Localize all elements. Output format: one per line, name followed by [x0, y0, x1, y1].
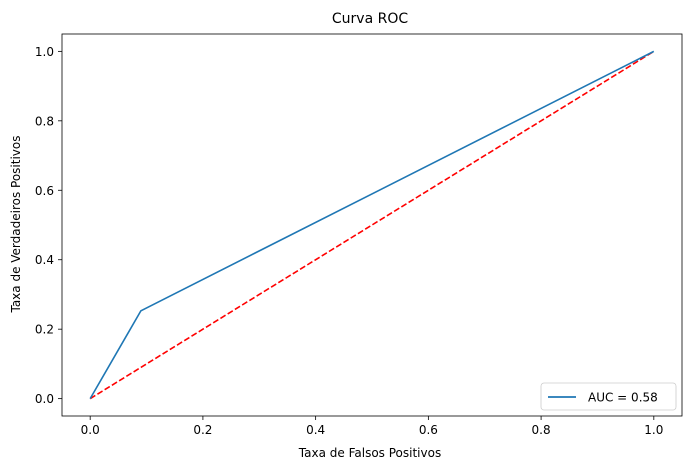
- x-tick-label: 0.4: [306, 423, 325, 437]
- x-tick-label: 0.6: [419, 423, 438, 437]
- y-tick-label: 0.4: [35, 253, 54, 267]
- series-layer: [89, 50, 655, 400]
- x-tick-label: 0.8: [532, 423, 551, 437]
- y-tick-label: 0.2: [35, 323, 54, 337]
- x-tick-label: 0.2: [193, 423, 212, 437]
- legend-box: [540, 382, 677, 411]
- y-axis-ticks: 0.0 0.2 0.4 0.6 0.8 1.0: [35, 45, 62, 406]
- legend-label-auc: AUC = 0.58: [588, 391, 658, 405]
- y-axis-label: Taxa de Verdadeiros Positivos: [9, 135, 23, 313]
- x-tick-label: 1.0: [644, 423, 663, 437]
- y-tick-label: 0.0: [35, 392, 54, 406]
- chart-title: Curva ROC: [332, 11, 408, 27]
- legend: AUC = 0.58: [540, 382, 677, 411]
- x-axis-label: Taxa de Falsos Positivos: [298, 446, 441, 460]
- plot-frame: [61, 33, 683, 417]
- roc-curve-line: [89, 50, 655, 400]
- x-tick-label: 0.0: [81, 423, 100, 437]
- x-axis-ticks: 0.0 0.2 0.4 0.6 0.8 1.0: [81, 416, 663, 437]
- y-tick-label: 0.8: [35, 114, 54, 128]
- y-tick-label: 0.6: [35, 184, 54, 198]
- y-tick-label: 1.0: [35, 45, 54, 59]
